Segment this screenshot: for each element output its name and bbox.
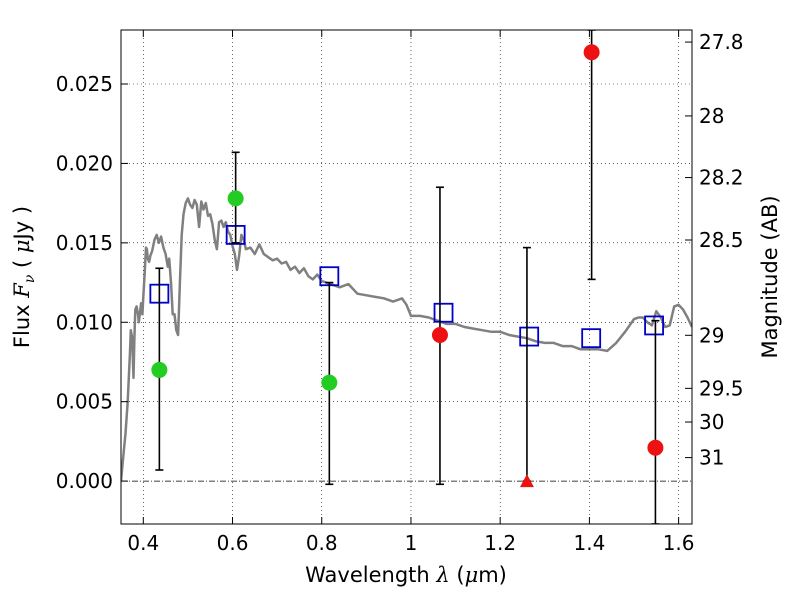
sed-chart: 0.4 0.6 0.8 1 1.2 1.4 1.6 0.000 0.005 0.010 0.015 0… [0,0,800,600]
observed-flux-point [151,362,167,378]
x-tick-label: 1.6 [663,531,695,555]
mag-tick-label: 30 [699,410,724,434]
mag-tick-label: 28.5 [699,228,744,252]
mag-tick-label: 29.5 [699,376,744,400]
mag-tick-label: 27.8 [699,30,744,54]
y-tick-label: 0.000 [56,469,113,493]
mag-tick-label: 28.2 [699,166,744,190]
x-tick-label: 0.8 [306,531,338,555]
y-tick-label: 0.005 [56,390,113,414]
x-tick-label: 0.6 [217,531,249,555]
x-tick-label: 0.4 [127,531,159,555]
x-axis-title: Wavelength λ (μm) [305,563,507,587]
observed-flux-point [584,44,600,60]
y-tick-label: 0.025 [56,72,113,96]
x-tick-label: 1 [405,531,418,555]
y-tick-label: 0.015 [56,231,113,255]
mag-tick-label: 31 [699,446,724,470]
x-tick-label: 1.2 [484,531,516,555]
y-tick-label: 0.020 [56,151,113,175]
observed-flux-point [228,190,244,206]
observed-flux-point [647,440,663,456]
y-tick-label: 0.010 [56,310,113,334]
observed-flux-point [321,375,337,391]
right-axis-title: Magnitude (AB) [758,195,782,358]
x-tick-label: 1.4 [573,531,605,555]
mag-tick-label: 28 [699,104,724,128]
mag-tick-label: 29 [699,323,724,347]
observed-flux-point [432,327,448,343]
